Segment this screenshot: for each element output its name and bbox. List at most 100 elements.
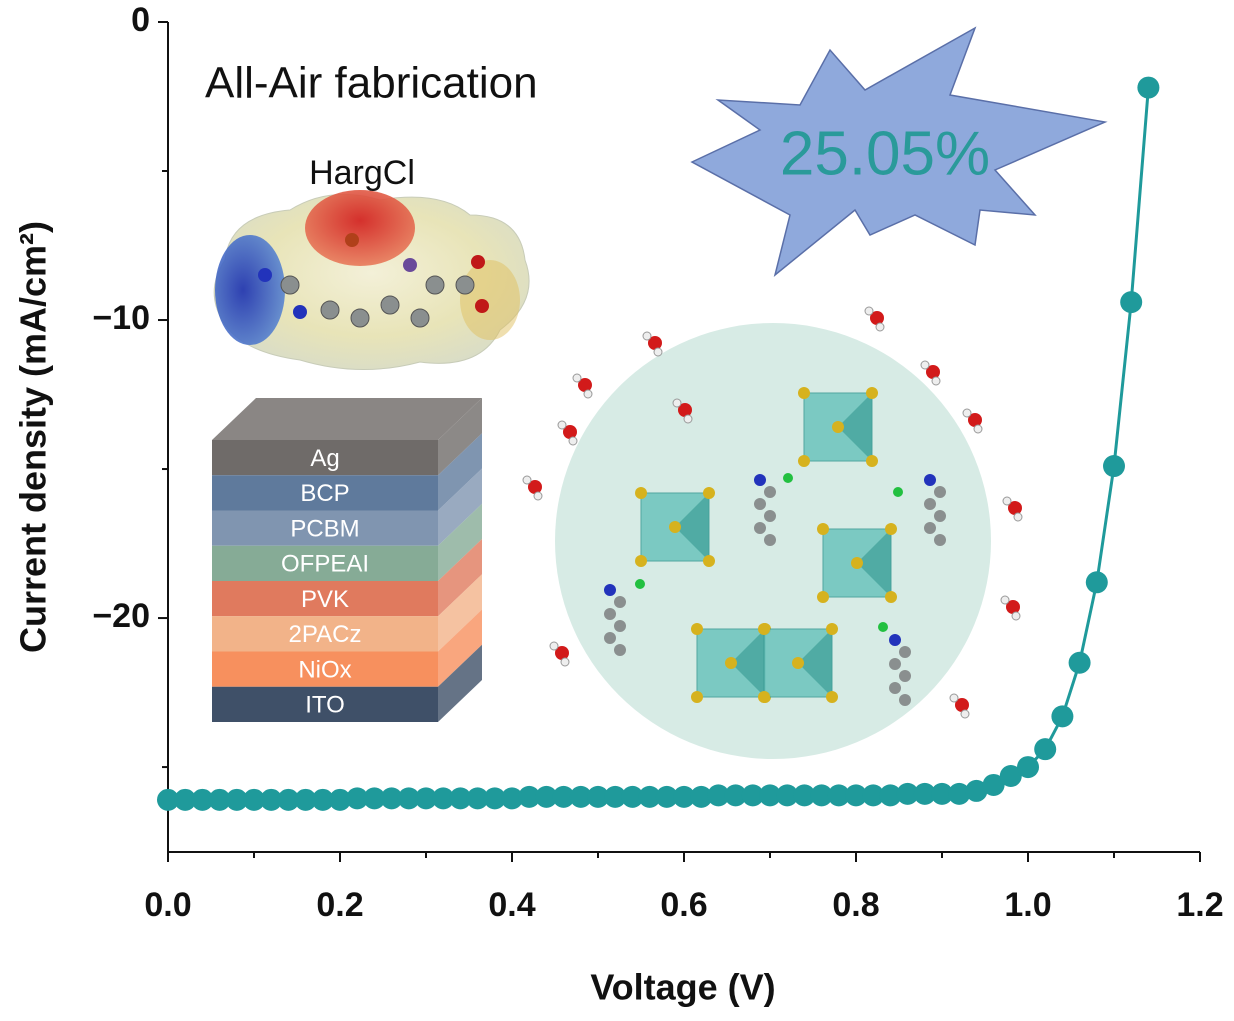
data-point xyxy=(329,788,351,811)
atom xyxy=(934,486,946,498)
data-point xyxy=(191,788,214,811)
data-point xyxy=(415,787,437,810)
data-point xyxy=(346,787,369,810)
atom xyxy=(669,521,681,533)
data-point xyxy=(260,788,283,811)
data-point xyxy=(638,785,661,808)
layer-label: PVK xyxy=(301,586,349,613)
molecule xyxy=(672,398,682,408)
x-tick-label: 0.8 xyxy=(832,886,879,924)
atom xyxy=(924,522,936,534)
data-point xyxy=(827,784,850,807)
data-point xyxy=(432,787,455,810)
data-point xyxy=(294,788,317,811)
data-point xyxy=(707,784,730,807)
atom xyxy=(403,258,417,272)
molecule xyxy=(962,408,972,418)
layer-side xyxy=(438,574,482,652)
atom xyxy=(635,579,645,589)
molecule-surface xyxy=(460,260,520,340)
molecule xyxy=(960,709,970,719)
molecule xyxy=(968,413,982,427)
molecule xyxy=(583,389,593,399)
molecule xyxy=(572,373,582,383)
layer xyxy=(212,581,438,617)
atom xyxy=(792,657,804,669)
octahedron-face xyxy=(731,629,765,697)
atom xyxy=(614,644,626,656)
data-point xyxy=(862,784,885,807)
layer-side xyxy=(438,468,482,546)
molecule xyxy=(522,475,532,485)
molecule xyxy=(678,403,692,417)
data-point xyxy=(982,773,1005,796)
layer-side xyxy=(438,644,482,722)
atom xyxy=(889,682,901,694)
layer xyxy=(212,616,438,652)
octahedron-face xyxy=(838,393,872,461)
atom xyxy=(604,584,616,596)
atom xyxy=(604,608,616,620)
molecule xyxy=(931,376,941,386)
atom xyxy=(614,596,626,608)
atom xyxy=(885,591,897,603)
data-point xyxy=(569,785,592,808)
data-point xyxy=(879,784,902,807)
atom xyxy=(934,510,946,522)
molecule xyxy=(549,641,559,651)
layer-side xyxy=(438,433,482,511)
molecule xyxy=(1013,512,1023,522)
atom xyxy=(635,555,647,567)
data-point xyxy=(896,782,919,805)
x-axis-title: Voltage (V) xyxy=(590,967,775,1008)
atom xyxy=(924,474,936,486)
data-point xyxy=(604,785,627,808)
molecule xyxy=(870,311,884,325)
data-point xyxy=(277,788,300,811)
atom xyxy=(866,455,878,467)
layer-side xyxy=(438,609,482,687)
data-point xyxy=(793,784,816,807)
molecule xyxy=(653,347,663,357)
octahedron-face xyxy=(857,529,891,597)
atom xyxy=(703,555,715,567)
layer xyxy=(212,545,438,581)
data-point xyxy=(759,784,781,807)
octahedron-face xyxy=(798,629,832,697)
data-point xyxy=(931,782,953,805)
layer-label: 2PACz xyxy=(289,621,362,648)
data-point xyxy=(1085,571,1108,594)
atom xyxy=(899,670,911,682)
data-point xyxy=(363,787,386,810)
data-point xyxy=(673,785,695,808)
molecule xyxy=(642,331,652,341)
molecule xyxy=(648,336,662,350)
layer-side xyxy=(438,398,482,476)
atom xyxy=(889,634,901,646)
atom xyxy=(798,387,810,399)
data-point xyxy=(690,785,713,808)
molecule xyxy=(920,360,930,370)
atom xyxy=(832,421,844,433)
data-point xyxy=(655,785,678,808)
x-tick-label: 0.0 xyxy=(144,886,191,924)
x-tick-label: 1.2 xyxy=(1176,886,1223,924)
atom xyxy=(817,591,829,603)
layer-side xyxy=(438,503,482,581)
illustration: Ag BCP PCBM OFPEAI PVK 2PACz NiOx ITO xyxy=(212,26,1108,759)
atom xyxy=(758,691,770,703)
data-point xyxy=(948,782,971,805)
atom xyxy=(899,694,911,706)
molecule xyxy=(875,322,885,332)
molecule xyxy=(973,424,983,434)
atom xyxy=(754,474,766,486)
layer-top xyxy=(212,398,482,440)
molecule xyxy=(1011,611,1021,621)
molecule xyxy=(557,420,567,430)
data-point xyxy=(225,788,248,811)
molecule xyxy=(563,425,577,439)
layer-label: PCBM xyxy=(290,515,359,542)
data-point xyxy=(1051,705,1074,728)
molecule xyxy=(864,306,874,316)
